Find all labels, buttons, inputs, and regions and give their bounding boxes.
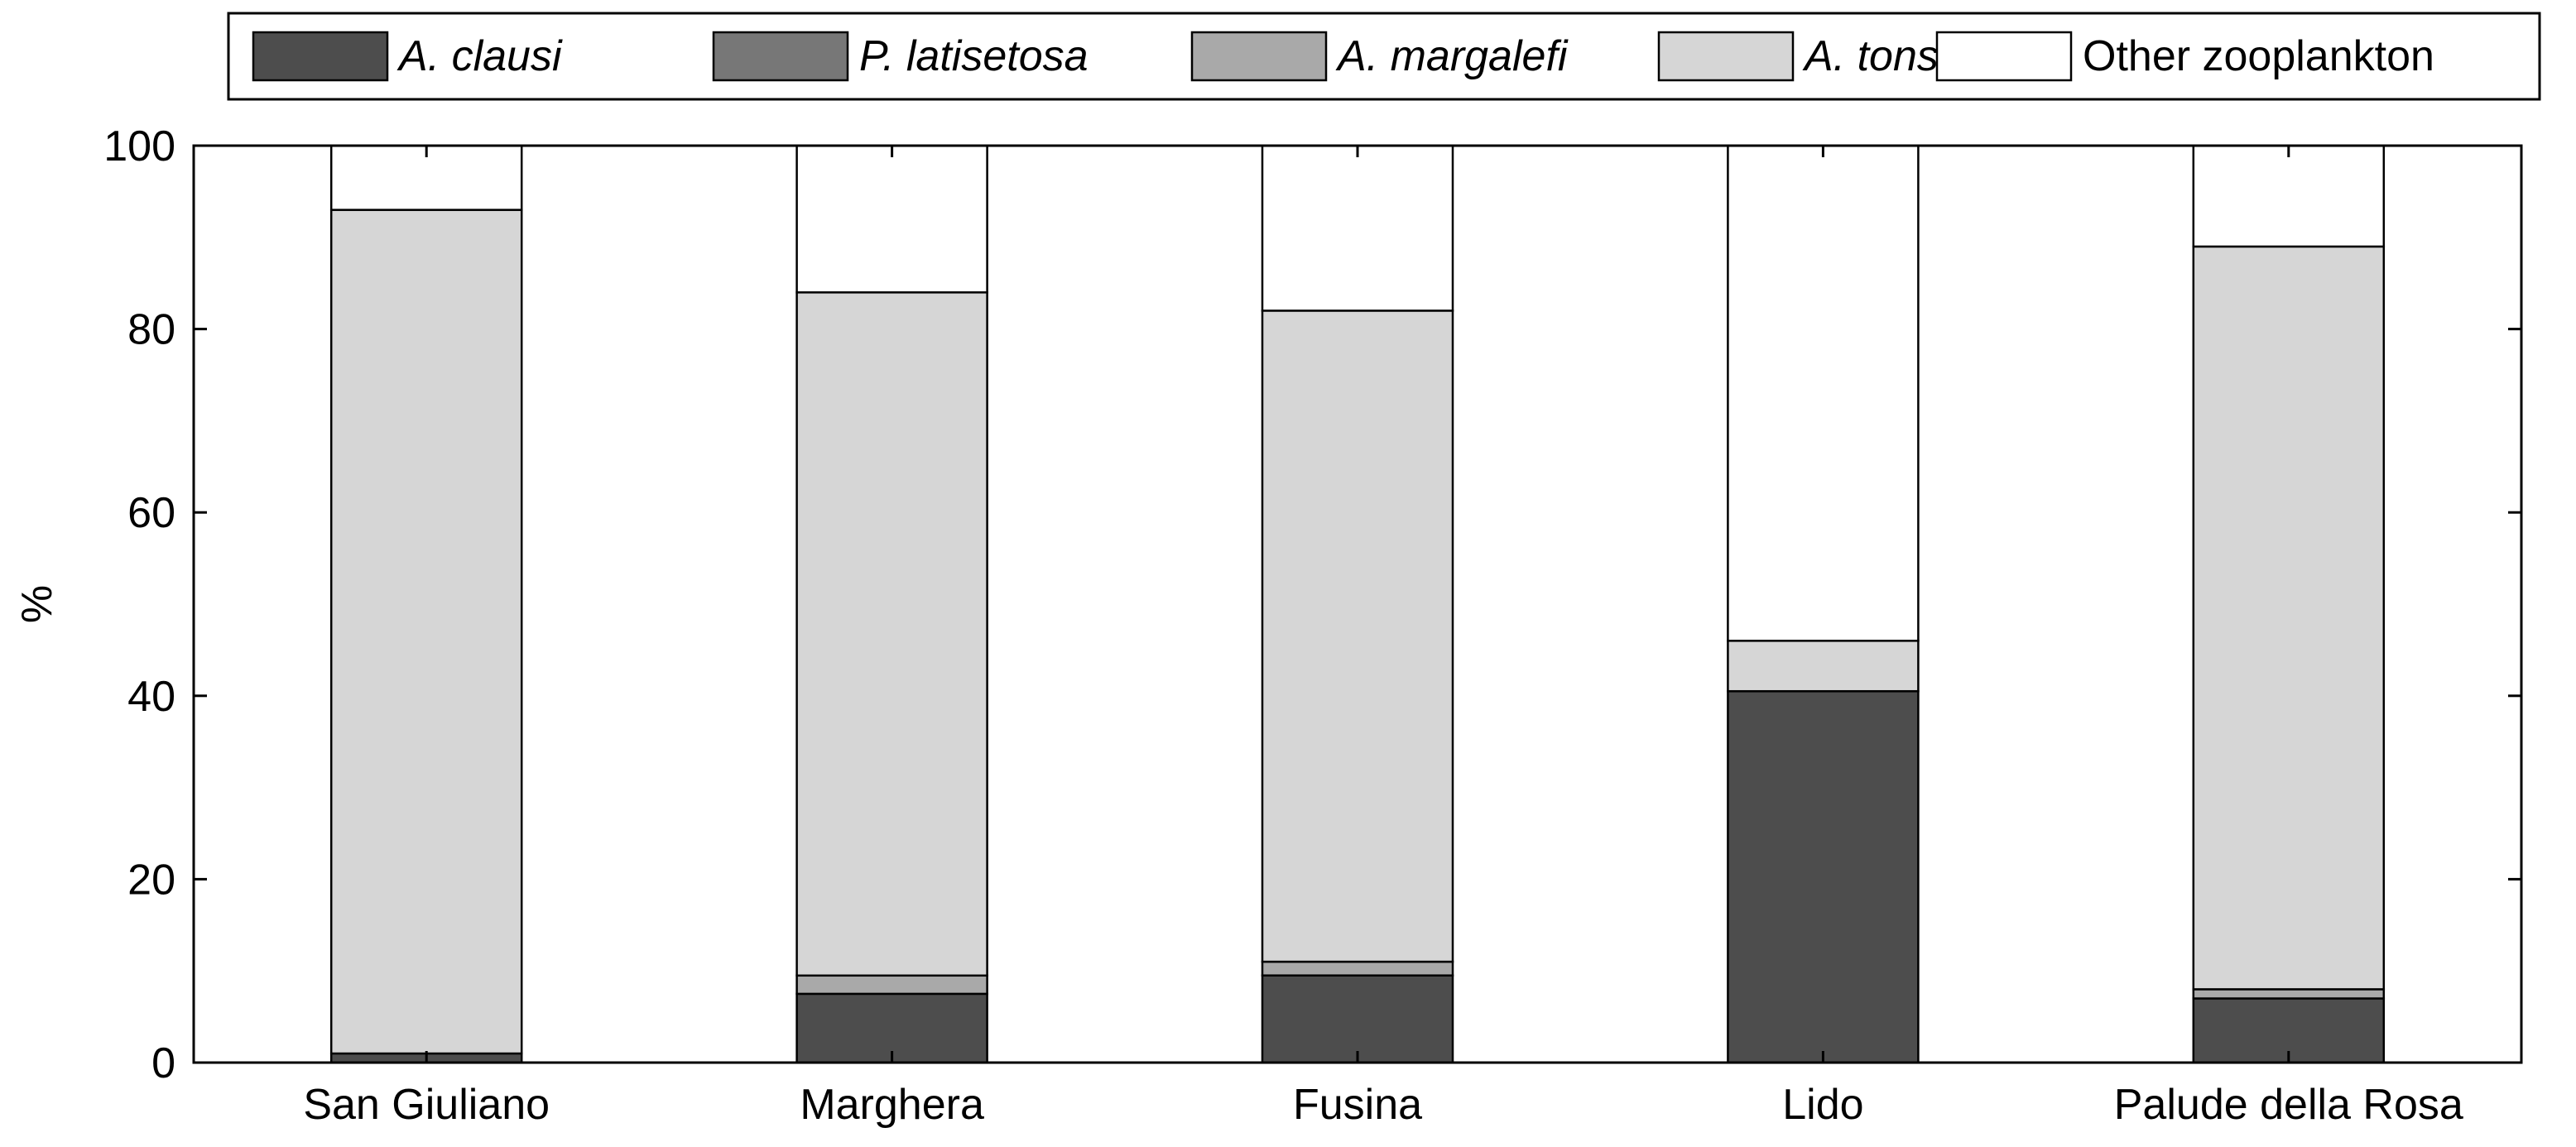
- y-tick-label-0: 0: [151, 1039, 175, 1087]
- y-tick-label-100: 100: [103, 122, 175, 170]
- legend-swatch-p-latisetosa: [712, 31, 849, 82]
- legend-label-a-margalefi: A. margalefi: [1335, 32, 1569, 80]
- legend-swatch-other-zooplankton: [1935, 31, 2073, 82]
- bar-palude-della-rosa-a-margalefi: [2192, 988, 2386, 1000]
- bar-marghera-other-zooplankton: [795, 144, 988, 294]
- legend-label-p-latisetosa: P. latisetosa: [859, 32, 1089, 80]
- y-tick-label-60: 60: [127, 489, 175, 537]
- legend-swatch-a-margalefi: [1190, 31, 1328, 82]
- x-tick-label-palude-della-rosa: Palude della Rosa: [2114, 1081, 2463, 1129]
- bar-fusina-a-clausi: [1261, 974, 1454, 1064]
- bar-lido-a-tonsa: [1727, 640, 1920, 693]
- bar-lido-other-zooplankton: [1727, 144, 1920, 642]
- bar-san-giuliano-other-zooplankton: [329, 144, 523, 211]
- bar-palude-della-rosa-a-tonsa: [2192, 245, 2386, 991]
- legend-box: [227, 12, 2541, 101]
- x-axis: San Giuliano Marghera Fusina Lido Palude del…: [303, 146, 2463, 1129]
- legend-label-a-clausi: A. clausi: [396, 32, 563, 80]
- bar-lido-a-clausi: [1727, 690, 1920, 1064]
- bar-marghera-a-margalefi: [795, 974, 988, 996]
- y-axis-label: %: [13, 585, 61, 623]
- y-tick-label-20: 20: [127, 856, 175, 904]
- x-tick-label-san-giuliano: San Giuliano: [303, 1081, 550, 1129]
- bar-fusina-other-zooplankton: [1261, 144, 1454, 312]
- legend-label-other-zooplankton: Other zooplankton: [2083, 32, 2434, 80]
- legend-swatch-a-clausi: [252, 31, 389, 82]
- bar-fusina-a-margalefi: [1261, 960, 1454, 977]
- bar-fusina-a-tonsa: [1261, 310, 1454, 963]
- x-tick-label-fusina: Fusina: [1293, 1081, 1422, 1129]
- y-tick-label-80: 80: [127, 306, 175, 354]
- legend-label-a-tonsa: A. tonsa: [1802, 32, 1963, 80]
- legend-swatch-a-tonsa: [1657, 31, 1795, 82]
- y-tick-label-40: 40: [127, 673, 175, 721]
- y-axis: 0 20 40 60 80 100: [103, 122, 2521, 1087]
- bars-group: [329, 144, 2386, 1064]
- bar-san-giuliano-a-tonsa: [329, 209, 523, 1055]
- legend: A. clausi P. latisetosa A. margalefi A. ton…: [227, 12, 2541, 101]
- x-tick-label-marghera: Marghera: [800, 1081, 984, 1129]
- bar-palude-della-rosa-other-zooplankton: [2192, 144, 2386, 248]
- x-tick-label-lido: Lido: [1782, 1081, 1863, 1129]
- bar-marghera-a-tonsa: [795, 291, 988, 977]
